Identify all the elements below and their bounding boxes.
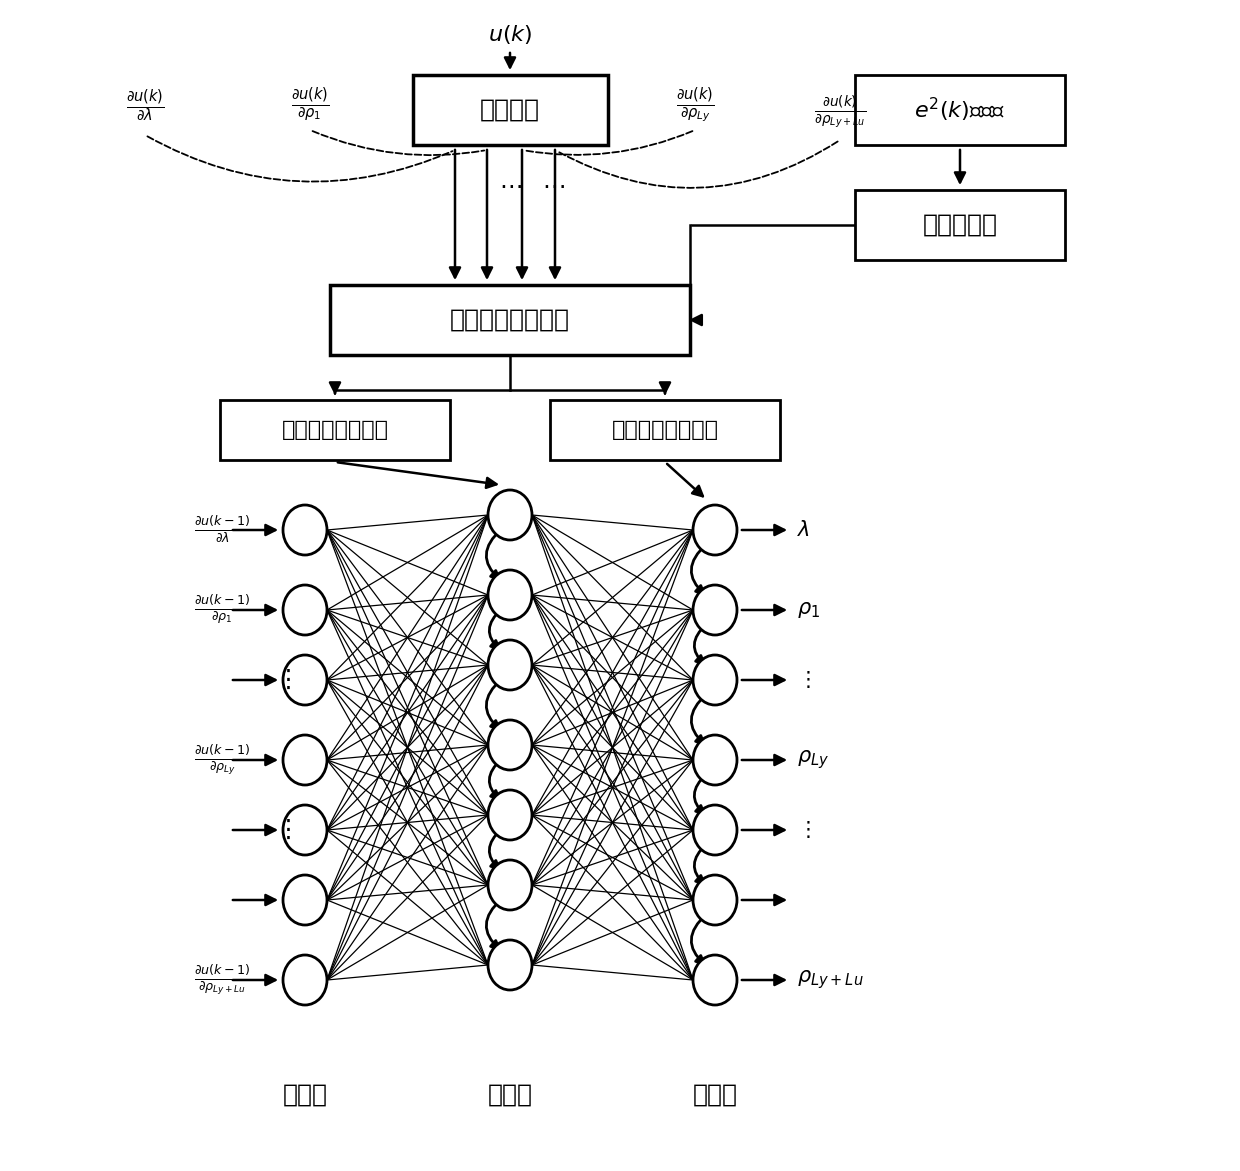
Ellipse shape [489, 940, 532, 989]
Ellipse shape [283, 735, 327, 785]
Text: 隐含层: 隐含层 [487, 1083, 532, 1107]
Text: $\frac{\partial u(k-1)}{\partial \rho_1}$: $\frac{\partial u(k-1)}{\partial \rho_1}… [195, 594, 252, 626]
Ellipse shape [693, 505, 737, 555]
Text: $\vdots$: $\vdots$ [275, 819, 291, 842]
Text: $\vdots$: $\vdots$ [275, 667, 291, 692]
Ellipse shape [489, 790, 532, 840]
Text: $\frac{\partial u(k)}{\partial \lambda}$: $\frac{\partial u(k)}{\partial \lambda}$ [125, 87, 165, 123]
Text: 系统误差反向传播: 系统误差反向传播 [450, 308, 570, 333]
Ellipse shape [489, 860, 532, 910]
Text: 输出层: 输出层 [692, 1083, 738, 1107]
Ellipse shape [489, 720, 532, 771]
Text: $\vdots$: $\vdots$ [797, 670, 811, 691]
Ellipse shape [693, 586, 737, 635]
Bar [219, 400, 450, 460]
Text: $\vdots$: $\vdots$ [797, 820, 811, 841]
Ellipse shape [283, 655, 327, 705]
Text: 梯度下降法: 梯度下降法 [923, 213, 997, 237]
Ellipse shape [283, 804, 327, 855]
Text: $\frac{\partial u(k)}{\partial \rho_{Ly+Lu}}$: $\frac{\partial u(k)}{\partial \rho_{Ly+… [813, 94, 866, 130]
Ellipse shape [489, 641, 532, 690]
Ellipse shape [283, 586, 327, 635]
Ellipse shape [693, 804, 737, 855]
Bar [413, 75, 608, 145]
Text: $\rho_{Ly}$: $\rho_{Ly}$ [797, 748, 830, 772]
Ellipse shape [283, 956, 327, 1005]
Ellipse shape [693, 956, 737, 1005]
Text: $\frac{\partial u(k-1)}{\partial \lambda}$: $\frac{\partial u(k-1)}{\partial \lambda… [195, 515, 252, 546]
Text: 更新隐含层权系数: 更新隐含层权系数 [281, 420, 388, 440]
Text: 梯度信息: 梯度信息 [480, 98, 539, 122]
Text: 更新输出层权系数: 更新输出层权系数 [611, 420, 718, 440]
Text: $\cdots$: $\cdots$ [498, 173, 522, 197]
Ellipse shape [489, 570, 532, 619]
Text: 输入层: 输入层 [283, 1083, 327, 1107]
Bar [856, 75, 1065, 145]
Text: $\rho_1$: $\rho_1$ [797, 600, 820, 619]
Text: $\rho_{Ly+Lu}$: $\rho_{Ly+Lu}$ [797, 968, 864, 992]
Text: $\frac{\partial u(k-1)}{\partial \rho_{Ly}}$: $\frac{\partial u(k-1)}{\partial \rho_{L… [195, 744, 252, 776]
Text: $u(k)$: $u(k)$ [487, 23, 532, 47]
Text: $\frac{\partial u(k)}{\partial \rho_{Ly}}$: $\frac{\partial u(k)}{\partial \rho_{Ly}… [676, 85, 714, 125]
Text: $\lambda$: $\lambda$ [797, 520, 810, 540]
Bar [551, 400, 780, 460]
Text: $\frac{\partial u(k)}{\partial \rho_1}$: $\frac{\partial u(k)}{\partial \rho_1}$ [290, 85, 330, 124]
Ellipse shape [283, 875, 327, 925]
Ellipse shape [283, 505, 327, 555]
Bar [330, 285, 689, 355]
Ellipse shape [693, 735, 737, 785]
Ellipse shape [693, 875, 737, 925]
Text: $e^2(k)$最小化: $e^2(k)$最小化 [914, 96, 1006, 124]
Text: $\cdots$: $\cdots$ [542, 173, 564, 197]
Ellipse shape [489, 489, 532, 540]
Bar [856, 190, 1065, 260]
Ellipse shape [693, 655, 737, 705]
Text: $\frac{\partial u(k-1)}{\partial \rho_{Ly+Lu}}$: $\frac{\partial u(k-1)}{\partial \rho_{L… [195, 963, 252, 997]
